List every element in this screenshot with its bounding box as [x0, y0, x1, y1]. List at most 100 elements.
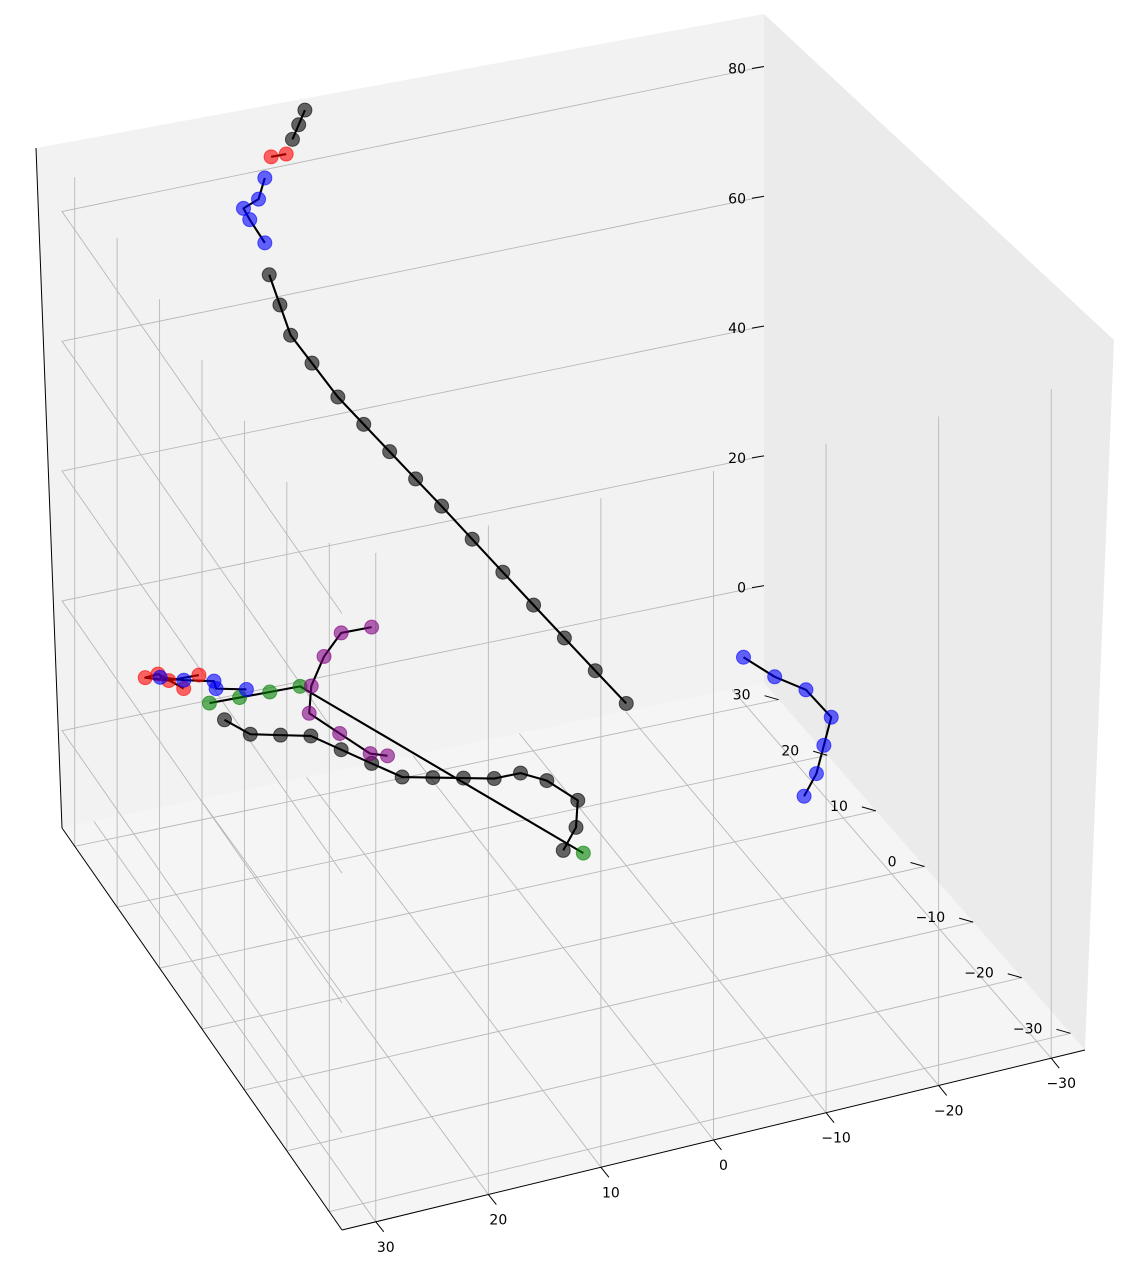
- data-point: [364, 619, 380, 635]
- data-point: [333, 742, 349, 758]
- y-tick-mark: [910, 862, 925, 867]
- data-point: [394, 769, 410, 785]
- data-point: [379, 748, 395, 764]
- data-point: [425, 770, 441, 786]
- data-point: [262, 684, 278, 700]
- data-point: [216, 712, 232, 728]
- grid-floor-y: [286, 977, 1022, 1152]
- data-point: [316, 648, 332, 664]
- data-point: [464, 531, 480, 547]
- data-point: [434, 498, 450, 514]
- data-points: [137, 102, 839, 861]
- data-point: [238, 681, 254, 697]
- data-point: [272, 297, 288, 313]
- data-point: [526, 597, 542, 613]
- y-tick-mark: [813, 750, 828, 756]
- data-point: [242, 212, 258, 228]
- y-tick-label: −30: [1013, 1021, 1043, 1037]
- data-point: [618, 695, 634, 711]
- x-tick-label: 0: [719, 1158, 728, 1174]
- grid-floor-y: [159, 810, 876, 969]
- grid-z: [61, 585, 765, 1133]
- data-point: [176, 672, 192, 688]
- z-tick-label: 60: [728, 191, 746, 207]
- data-point: [301, 705, 317, 721]
- y-tick-mark: [861, 806, 877, 812]
- data-point: [356, 416, 372, 432]
- data-point: [303, 678, 319, 694]
- x-tick-mark: [1050, 1057, 1060, 1069]
- y-tick-label: 20: [781, 743, 799, 759]
- data-point: [332, 725, 348, 741]
- x-tick-label: 30: [377, 1240, 395, 1256]
- grid-floor-y: [74, 699, 779, 847]
- x-tick-mark: [938, 1085, 948, 1096]
- grid-z: [61, 195, 765, 744]
- data-point: [191, 667, 207, 683]
- x-tick-mark: [600, 1166, 610, 1178]
- data-point: [242, 726, 258, 742]
- data-point: [201, 695, 217, 711]
- data-point: [283, 327, 299, 343]
- data-point: [362, 746, 378, 762]
- z-tick-mark: [751, 455, 765, 459]
- data-point: [278, 146, 294, 162]
- y-tick-mark: [1007, 973, 1022, 979]
- data-point: [539, 773, 555, 789]
- grid-floor-y: [329, 1032, 1071, 1213]
- grid-z: [61, 455, 765, 1004]
- panes: [36, 14, 1114, 1230]
- z-tick-mark: [751, 195, 765, 199]
- data-point: [263, 149, 279, 165]
- y-tick-mark: [958, 917, 974, 923]
- grid-lines: [61, 66, 1071, 1223]
- data-point: [798, 682, 814, 698]
- x-tick-label: 10: [602, 1185, 620, 1201]
- data-point: [568, 819, 584, 835]
- data-point: [486, 771, 502, 787]
- grid-z: [61, 66, 765, 614]
- data-point: [208, 681, 224, 697]
- x-tick-label: −10: [821, 1131, 851, 1147]
- y-tick-mark: [764, 695, 779, 701]
- grid-floor-y: [201, 866, 925, 1030]
- z-tick-mark: [751, 585, 765, 589]
- data-point: [303, 728, 319, 744]
- data-point: [333, 625, 349, 641]
- y-tick-label: −20: [964, 966, 994, 982]
- data-point: [291, 117, 307, 133]
- data-point: [767, 669, 783, 685]
- grid-floor-y: [117, 754, 828, 908]
- y-tick-label: 0: [888, 855, 897, 871]
- x-tick-label: −30: [1046, 1076, 1076, 1092]
- x-tick-mark: [713, 1139, 722, 1151]
- data-point: [251, 191, 267, 207]
- z-tick-label: 80: [728, 62, 746, 78]
- data-point: [304, 355, 320, 371]
- data-point: [735, 649, 751, 665]
- y-tick-mark: [1056, 1028, 1071, 1034]
- data-point: [816, 737, 832, 753]
- data-point: [823, 709, 839, 725]
- z-tick-mark: [751, 66, 765, 70]
- data-point: [575, 845, 591, 861]
- data-point: [257, 235, 273, 251]
- data-point: [495, 564, 511, 580]
- back-pane: [36, 14, 764, 828]
- x-tick-label: −20: [934, 1103, 964, 1119]
- tick-labels: −30 −20 −10 0 10 20 30 −30 −20 −10 0 10 20 30 0 20 40 60 8…: [375, 62, 1076, 1256]
- data-point: [257, 170, 273, 186]
- data-point: [455, 770, 471, 786]
- x-tick-label: 20: [489, 1213, 507, 1229]
- data-point: [152, 669, 168, 685]
- y-tick-label: 30: [733, 688, 751, 704]
- y-tick-label: −10: [916, 910, 946, 926]
- data-point: [512, 765, 528, 781]
- data-point: [330, 389, 346, 405]
- z-tick-label: 20: [728, 451, 746, 467]
- x-tick-mark: [375, 1221, 385, 1233]
- z-tick-mark: [751, 325, 765, 329]
- data-point: [570, 792, 586, 808]
- z-tick-label: 40: [728, 321, 746, 337]
